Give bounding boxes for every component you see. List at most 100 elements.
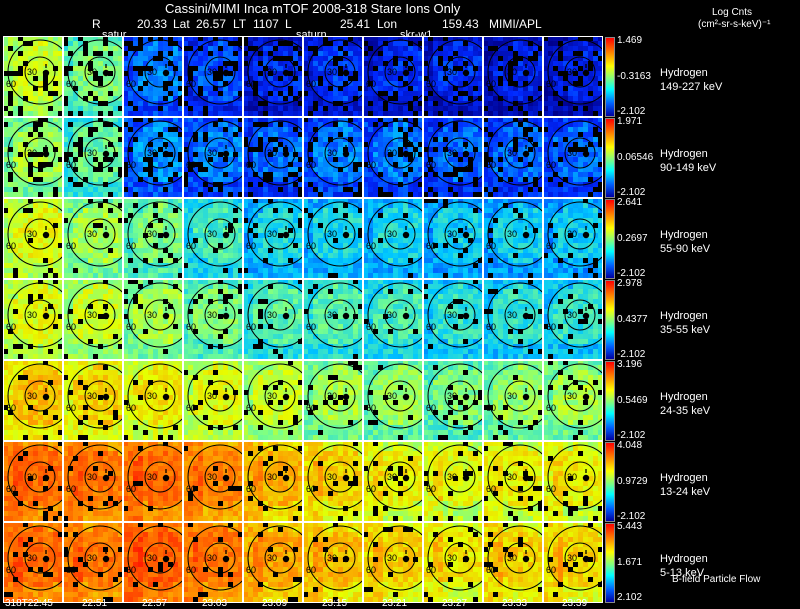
pixel-cell — [23, 162, 28, 167]
pixel-cell — [43, 61, 48, 66]
pixel-cell — [208, 167, 213, 172]
pixel-cell — [358, 152, 363, 157]
pixel-cell — [123, 273, 128, 278]
pixel-cell — [298, 41, 303, 46]
pixel-cell — [173, 76, 178, 81]
pixel-cell — [168, 36, 173, 41]
pixel-cell — [463, 51, 468, 56]
pixel-cell — [288, 192, 293, 197]
pixel-cell — [8, 223, 13, 228]
pixel-cell — [228, 91, 233, 96]
pixel-cell — [443, 86, 448, 91]
pixel-cell — [228, 81, 233, 86]
pixel-cell — [493, 106, 498, 111]
pixel-cell — [178, 101, 183, 106]
pixel-cell — [8, 198, 13, 203]
pixel-cell — [438, 152, 443, 157]
pixel-cell — [83, 51, 88, 56]
pixel-cell — [458, 51, 463, 56]
pixel-cell — [503, 61, 508, 66]
pixel-cell — [43, 192, 48, 197]
pixel-cell — [153, 162, 158, 167]
pixel-cell — [158, 268, 163, 273]
pixel-cell — [168, 111, 173, 116]
pixel-cell — [48, 258, 53, 263]
pixel-cell — [3, 132, 8, 137]
pixel-cell — [298, 192, 303, 197]
pixel-cell — [123, 76, 128, 81]
pixel-cell — [308, 111, 313, 116]
pixel-cell — [123, 162, 128, 167]
pixel-cell — [133, 167, 138, 172]
pixel-cell — [273, 91, 278, 96]
pixel-cell — [3, 192, 8, 197]
pixel-cell — [183, 157, 188, 162]
pixel-cell — [413, 111, 418, 116]
pixel-cell — [373, 127, 378, 132]
pixel-cell — [43, 187, 48, 192]
pixel-cell — [208, 172, 213, 177]
pixel-cell — [308, 36, 313, 41]
pixel-cell — [23, 76, 28, 81]
pixel-cell — [3, 127, 8, 132]
pixel-cell — [403, 76, 408, 81]
pixel-cell — [43, 122, 48, 127]
pixel-cell — [553, 147, 558, 152]
pixel-cell — [413, 132, 418, 137]
pixel-cell — [43, 172, 48, 177]
pixel-cell — [238, 36, 243, 41]
pixel-cell — [293, 76, 298, 81]
pixel-cell — [393, 177, 398, 182]
pixel-cell — [173, 51, 178, 56]
pixel-cell — [93, 106, 98, 111]
pixel-cell — [528, 132, 533, 137]
pixel-cell — [258, 101, 263, 106]
pixel-cell — [263, 177, 268, 182]
pixel-cell — [288, 91, 293, 96]
pixel-cell — [198, 51, 203, 56]
pixel-cell — [488, 132, 493, 137]
pixel-cell — [318, 61, 323, 66]
panel-border — [483, 117, 543, 198]
pixel-cell — [168, 273, 173, 278]
pixel-cell — [163, 203, 168, 208]
pixel-cell — [328, 192, 333, 197]
pixel-cell — [83, 132, 88, 137]
pixel-cell — [43, 157, 48, 162]
pixel-cell — [503, 172, 508, 177]
pixel-cell — [428, 101, 433, 106]
pixel-cell — [213, 106, 218, 111]
pixel-cell — [123, 132, 128, 137]
pixel-cell — [88, 198, 93, 203]
pixel-cell — [48, 208, 53, 213]
pixel-cell — [148, 238, 153, 243]
pixel-cell — [378, 182, 383, 187]
pixel-cell — [223, 81, 228, 86]
pixel-cell — [133, 273, 138, 278]
pixel-cell — [403, 187, 408, 192]
pixel-cell — [578, 142, 583, 147]
pixel-cell — [308, 91, 313, 96]
pixel-cell — [163, 268, 168, 273]
pixel-cell — [313, 162, 318, 167]
pixel-cell — [558, 172, 563, 177]
pixel-cell — [123, 101, 128, 106]
pixel-cell — [423, 167, 428, 172]
pixel-cell — [73, 213, 78, 218]
pixel-cell — [173, 268, 178, 273]
pixel-cell — [568, 177, 573, 182]
pixel-cell — [278, 56, 283, 61]
pixel-cell — [188, 71, 193, 76]
pixel-cell — [538, 152, 543, 157]
pixel-cell — [68, 238, 73, 243]
pixel-cell — [418, 66, 423, 71]
pixel-cell — [213, 36, 218, 41]
pixel-cell — [273, 152, 278, 157]
pixel-cell — [518, 147, 523, 152]
pixel-cell — [403, 81, 408, 86]
pixel-cell — [558, 76, 563, 81]
pixel-cell — [63, 86, 68, 91]
pixel-cell — [153, 96, 158, 101]
pixel-cell — [303, 122, 308, 127]
pixel-cell — [23, 137, 28, 142]
